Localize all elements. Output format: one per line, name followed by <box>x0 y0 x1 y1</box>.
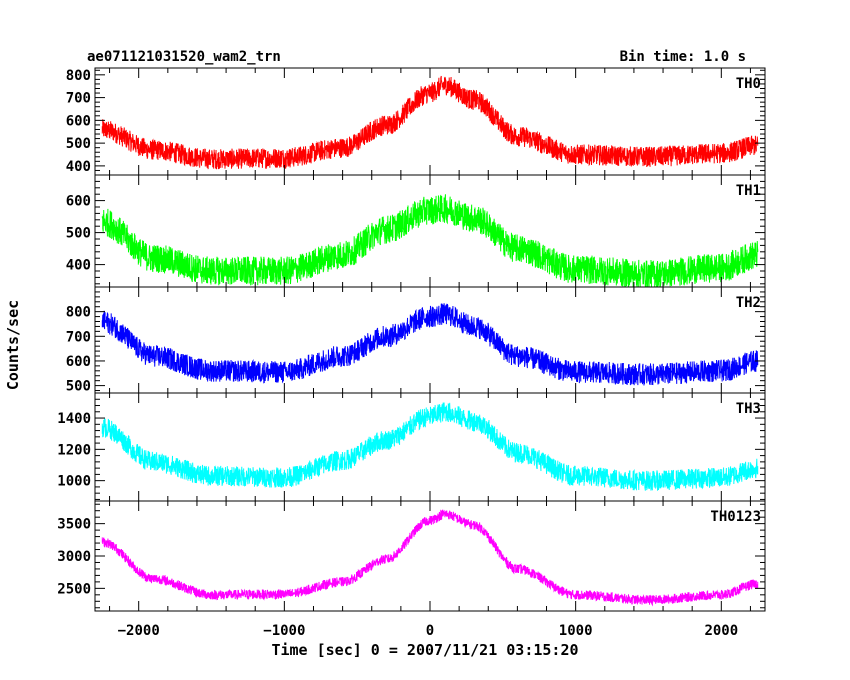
y-tick-label: 400 <box>66 159 91 175</box>
x-tick-label: −1000 <box>263 623 305 639</box>
y-axis-title: Counts/sec <box>4 300 22 390</box>
panel-label-th0: TH0 <box>736 76 761 92</box>
y-tick-label: 400 <box>66 258 91 274</box>
series-th2-trace <box>101 303 759 386</box>
panel-label-th3: TH3 <box>736 401 761 417</box>
panel-label-th2: TH2 <box>736 295 761 311</box>
series-th3-trace <box>101 402 759 491</box>
y-tick-label: 500 <box>66 379 91 395</box>
y-tick-label: 1400 <box>57 411 91 427</box>
y-tick-label: 3000 <box>57 549 91 565</box>
series-th0-trace <box>101 75 759 170</box>
panel-th0: 400 500 600 700 800 TH0 <box>66 67 766 176</box>
y-tick-label: 600 <box>66 113 91 129</box>
y-tick-label: 500 <box>66 136 91 152</box>
x-tick-label: −2000 <box>118 623 160 639</box>
x-tick-label: 0 <box>426 623 434 639</box>
y-tick-label: 500 <box>66 226 91 242</box>
series-th0123-trace <box>101 509 759 607</box>
y-tick-label: 2500 <box>57 581 91 597</box>
y-tick-label: 800 <box>66 305 91 321</box>
x-tick-label: 1000 <box>559 623 593 639</box>
panel-label-th1: TH1 <box>736 183 761 199</box>
y-tick-label: 600 <box>66 194 91 210</box>
panel-th2: 500 600 700 800 TH2 <box>66 286 766 395</box>
y-tick-label: 700 <box>66 91 91 107</box>
bin-time-label: Bin time: 1.0 s <box>620 49 746 65</box>
x-tick-label: 2000 <box>704 623 738 639</box>
y-tick-label: 1000 <box>57 474 91 490</box>
panel-label-th0123: TH0123 <box>710 509 761 525</box>
panel-th0123: 2500 3000 3500 TH0123 <box>57 500 766 612</box>
y-tick-label: 1200 <box>57 442 91 458</box>
panel-th3: 1000 1200 1400 TH3 <box>57 392 766 502</box>
chart-title: ae071121031520_wam2_trn <box>87 49 281 65</box>
panels-group: 400 500 600 700 800 TH0 400 500 600 TH1 500 600 700 8… <box>57 67 766 612</box>
x-axis-title: Time [sec] 0 = 2007/11/21 03:15:20 <box>271 641 578 659</box>
y-tick-label: 800 <box>66 68 91 84</box>
y-tick-label: 700 <box>66 329 91 345</box>
y-tick-label: 3500 <box>57 517 91 533</box>
panel-th1: 400 500 600 TH1 <box>66 174 766 288</box>
y-tick-label: 600 <box>66 354 91 370</box>
series-th1-trace <box>101 194 759 287</box>
x-axis: −2000 −1000 0 1000 2000 <box>118 623 739 639</box>
